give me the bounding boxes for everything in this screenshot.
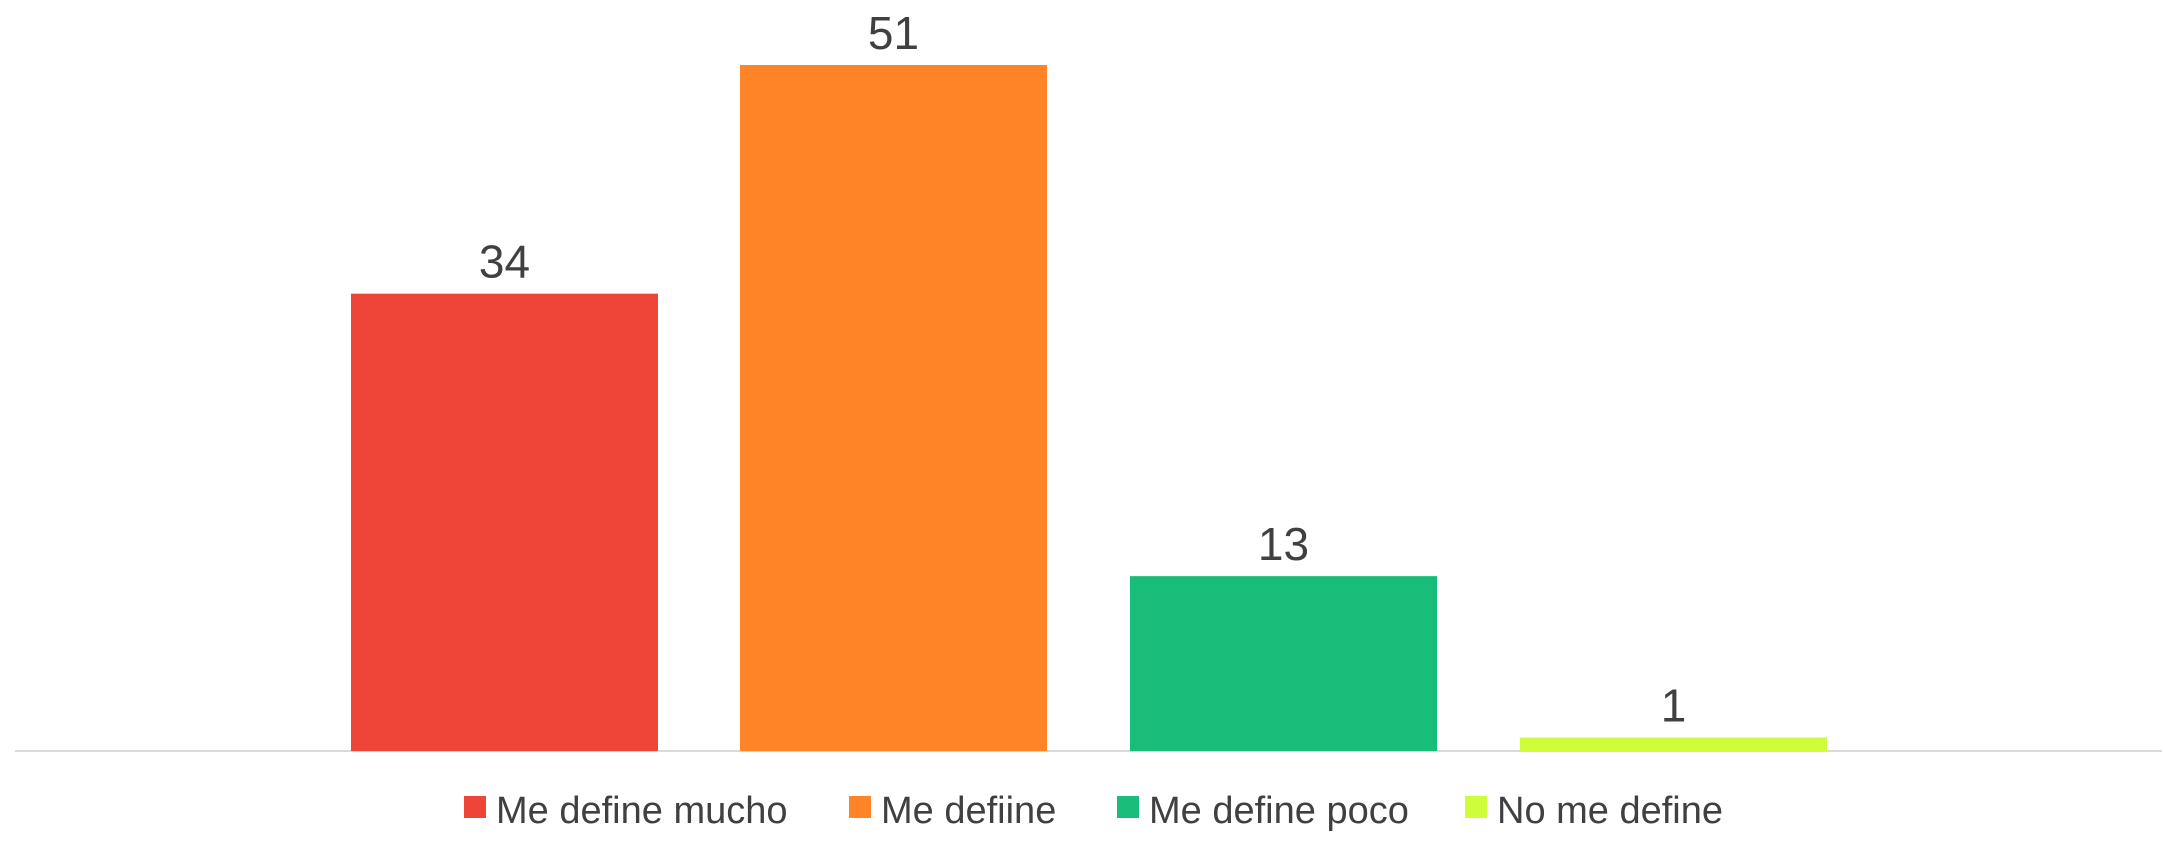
value-label-3: 13	[1258, 518, 1309, 570]
value-label-1: 34	[479, 236, 530, 288]
bar-1	[351, 294, 658, 751]
value-labels-group: 34 51 13 1	[479, 7, 1686, 732]
bars-group	[351, 65, 1827, 751]
bar-4	[1520, 738, 1827, 751]
legend-label-4: No me define	[1497, 790, 1723, 832]
bar-3	[1130, 576, 1437, 751]
legend-label-2: Me defiine	[881, 790, 1056, 832]
legend-swatch-4	[1465, 796, 1487, 818]
value-label-2: 51	[868, 7, 919, 59]
legend-swatch-3	[1117, 796, 1139, 818]
legend-label-1: Me define mucho	[496, 790, 788, 832]
legend-label-3: Me define poco	[1149, 790, 1409, 832]
value-label-4: 1	[1661, 680, 1687, 732]
legend-swatch-1	[464, 796, 486, 818]
legend-swatch-2	[849, 796, 871, 818]
bar-2	[740, 65, 1047, 751]
legend: Me define mucho Me defiine Me define poco N…	[464, 790, 1723, 832]
